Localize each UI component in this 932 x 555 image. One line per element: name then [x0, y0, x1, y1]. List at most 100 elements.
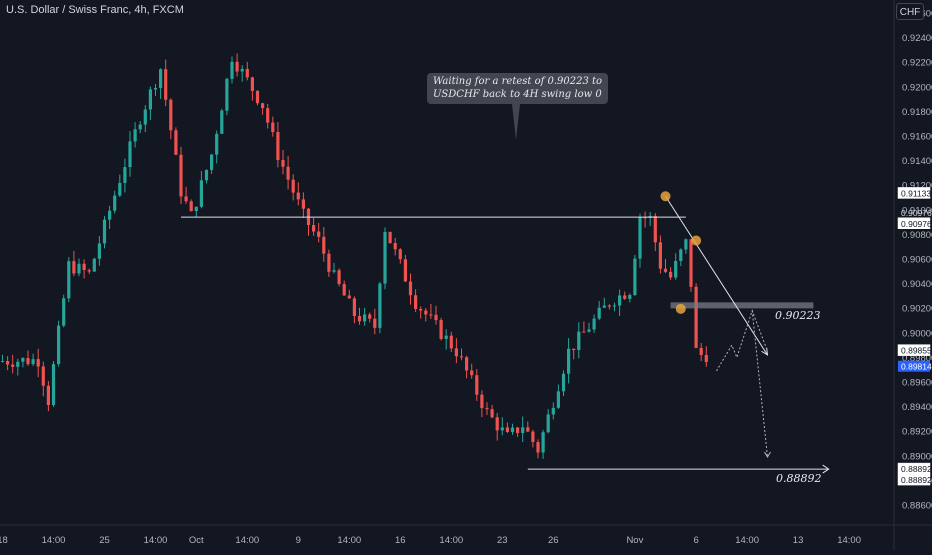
candle-body [618, 295, 622, 306]
trade-note-line-2: USDCHF back to 4H swing low 0.88892 [433, 89, 602, 100]
time-tick-label: 14:00 [337, 535, 361, 546]
candle-body [403, 259, 407, 282]
time-tick-label: 16 [395, 535, 406, 546]
pivot-marker[interactable] [691, 235, 702, 246]
candle-body [689, 239, 693, 287]
candle-body [582, 331, 586, 333]
candle-body [0, 361, 5, 363]
trend-arrowhead [761, 347, 769, 356]
candle-body [699, 347, 703, 355]
symbol-title[interactable]: U.S. Dollar / Swiss Franc, 4h, FXCM [6, 4, 184, 16]
candle-body [567, 348, 571, 374]
candle-body [454, 348, 458, 357]
candle-body [184, 196, 188, 202]
candle-body [638, 217, 642, 259]
candle-body [6, 361, 10, 365]
candle-body [510, 427, 515, 432]
time-tick-label: 14:00 [42, 535, 66, 546]
candle-body [607, 305, 611, 307]
candle-body [597, 307, 601, 319]
price-tag [897, 473, 931, 486]
pivot-marker[interactable] [675, 303, 686, 314]
time-tick-label: 23 [497, 535, 508, 546]
candle-body [408, 281, 413, 296]
candle-body [429, 314, 433, 316]
retest-zone[interactable] [670, 302, 814, 309]
candle-body [164, 69, 168, 100]
candle-body [612, 305, 617, 307]
candle-body [21, 357, 25, 362]
candle-body [526, 427, 530, 432]
time-tick-label: Oct [189, 535, 204, 546]
time-tick-label: 14:00 [837, 535, 861, 546]
retest-level-label: 0.90223 [775, 309, 821, 322]
candle-body [67, 261, 71, 299]
price-tick-label: 0.88600 [902, 501, 932, 512]
candle-body [551, 407, 555, 415]
candle-body [490, 409, 494, 418]
candle-body [271, 122, 275, 133]
time-tick-label: 6 [693, 535, 698, 546]
candle-body [414, 295, 418, 310]
candle-body [143, 109, 147, 125]
candle-body [82, 263, 86, 271]
candle-body [281, 160, 285, 167]
candle-body [327, 253, 331, 272]
candle-body [521, 427, 525, 433]
candle-body [679, 249, 683, 262]
candle-body [199, 180, 203, 207]
candle-body [653, 215, 657, 243]
candle-body [531, 431, 535, 442]
candle-body [210, 154, 214, 170]
candle-body [393, 243, 397, 250]
candle-body [87, 270, 91, 272]
candle-body [352, 298, 356, 316]
candle-body [398, 249, 402, 260]
candle-body [684, 239, 688, 250]
projection-path [716, 309, 768, 372]
candle-body [363, 314, 367, 322]
trend-line[interactable] [665, 195, 768, 356]
candle-body [296, 192, 300, 200]
candle-body [31, 359, 35, 365]
candle-body [368, 314, 372, 319]
candle-body [138, 124, 142, 130]
candle-body [388, 231, 392, 244]
time-tick-label: 14:00 [735, 535, 759, 546]
candle-body [694, 286, 698, 348]
price-tag-value: 0.88892 [901, 475, 932, 485]
price-tag-value: 0.89855 [901, 346, 932, 356]
candle-body [439, 320, 443, 339]
time-tick-label: 14:00 [235, 535, 259, 546]
candle-body [546, 414, 550, 433]
price-tag-value: 0.90976 [901, 208, 932, 218]
candle-body [230, 61, 234, 79]
price-tag-value: 0.88892 [901, 464, 932, 474]
candle-body [444, 335, 448, 339]
candle-body [174, 130, 178, 155]
currency-badge[interactable]: CHF [896, 3, 924, 20]
candle-body [189, 201, 193, 212]
candle-body [378, 283, 382, 328]
candle-body [291, 179, 295, 193]
price-tag [897, 217, 931, 230]
candle-body [204, 169, 209, 181]
price-tag-value: 0.90976 [901, 219, 932, 229]
price-axis[interactable]: 0.926000.924000.922000.920000.918000.916… [902, 9, 932, 512]
pivot-marker[interactable] [660, 191, 671, 202]
trade-note-callout[interactable]: Waiting for a retest of 0.90223 to short… [427, 73, 608, 104]
time-tick-label: 18 [0, 535, 8, 546]
time-axis[interactable]: 18 14:00 25 14:00 Oct 14:00 9 14:00 16 14:00 23 26 N… [0, 535, 861, 546]
candle-body [255, 90, 260, 104]
